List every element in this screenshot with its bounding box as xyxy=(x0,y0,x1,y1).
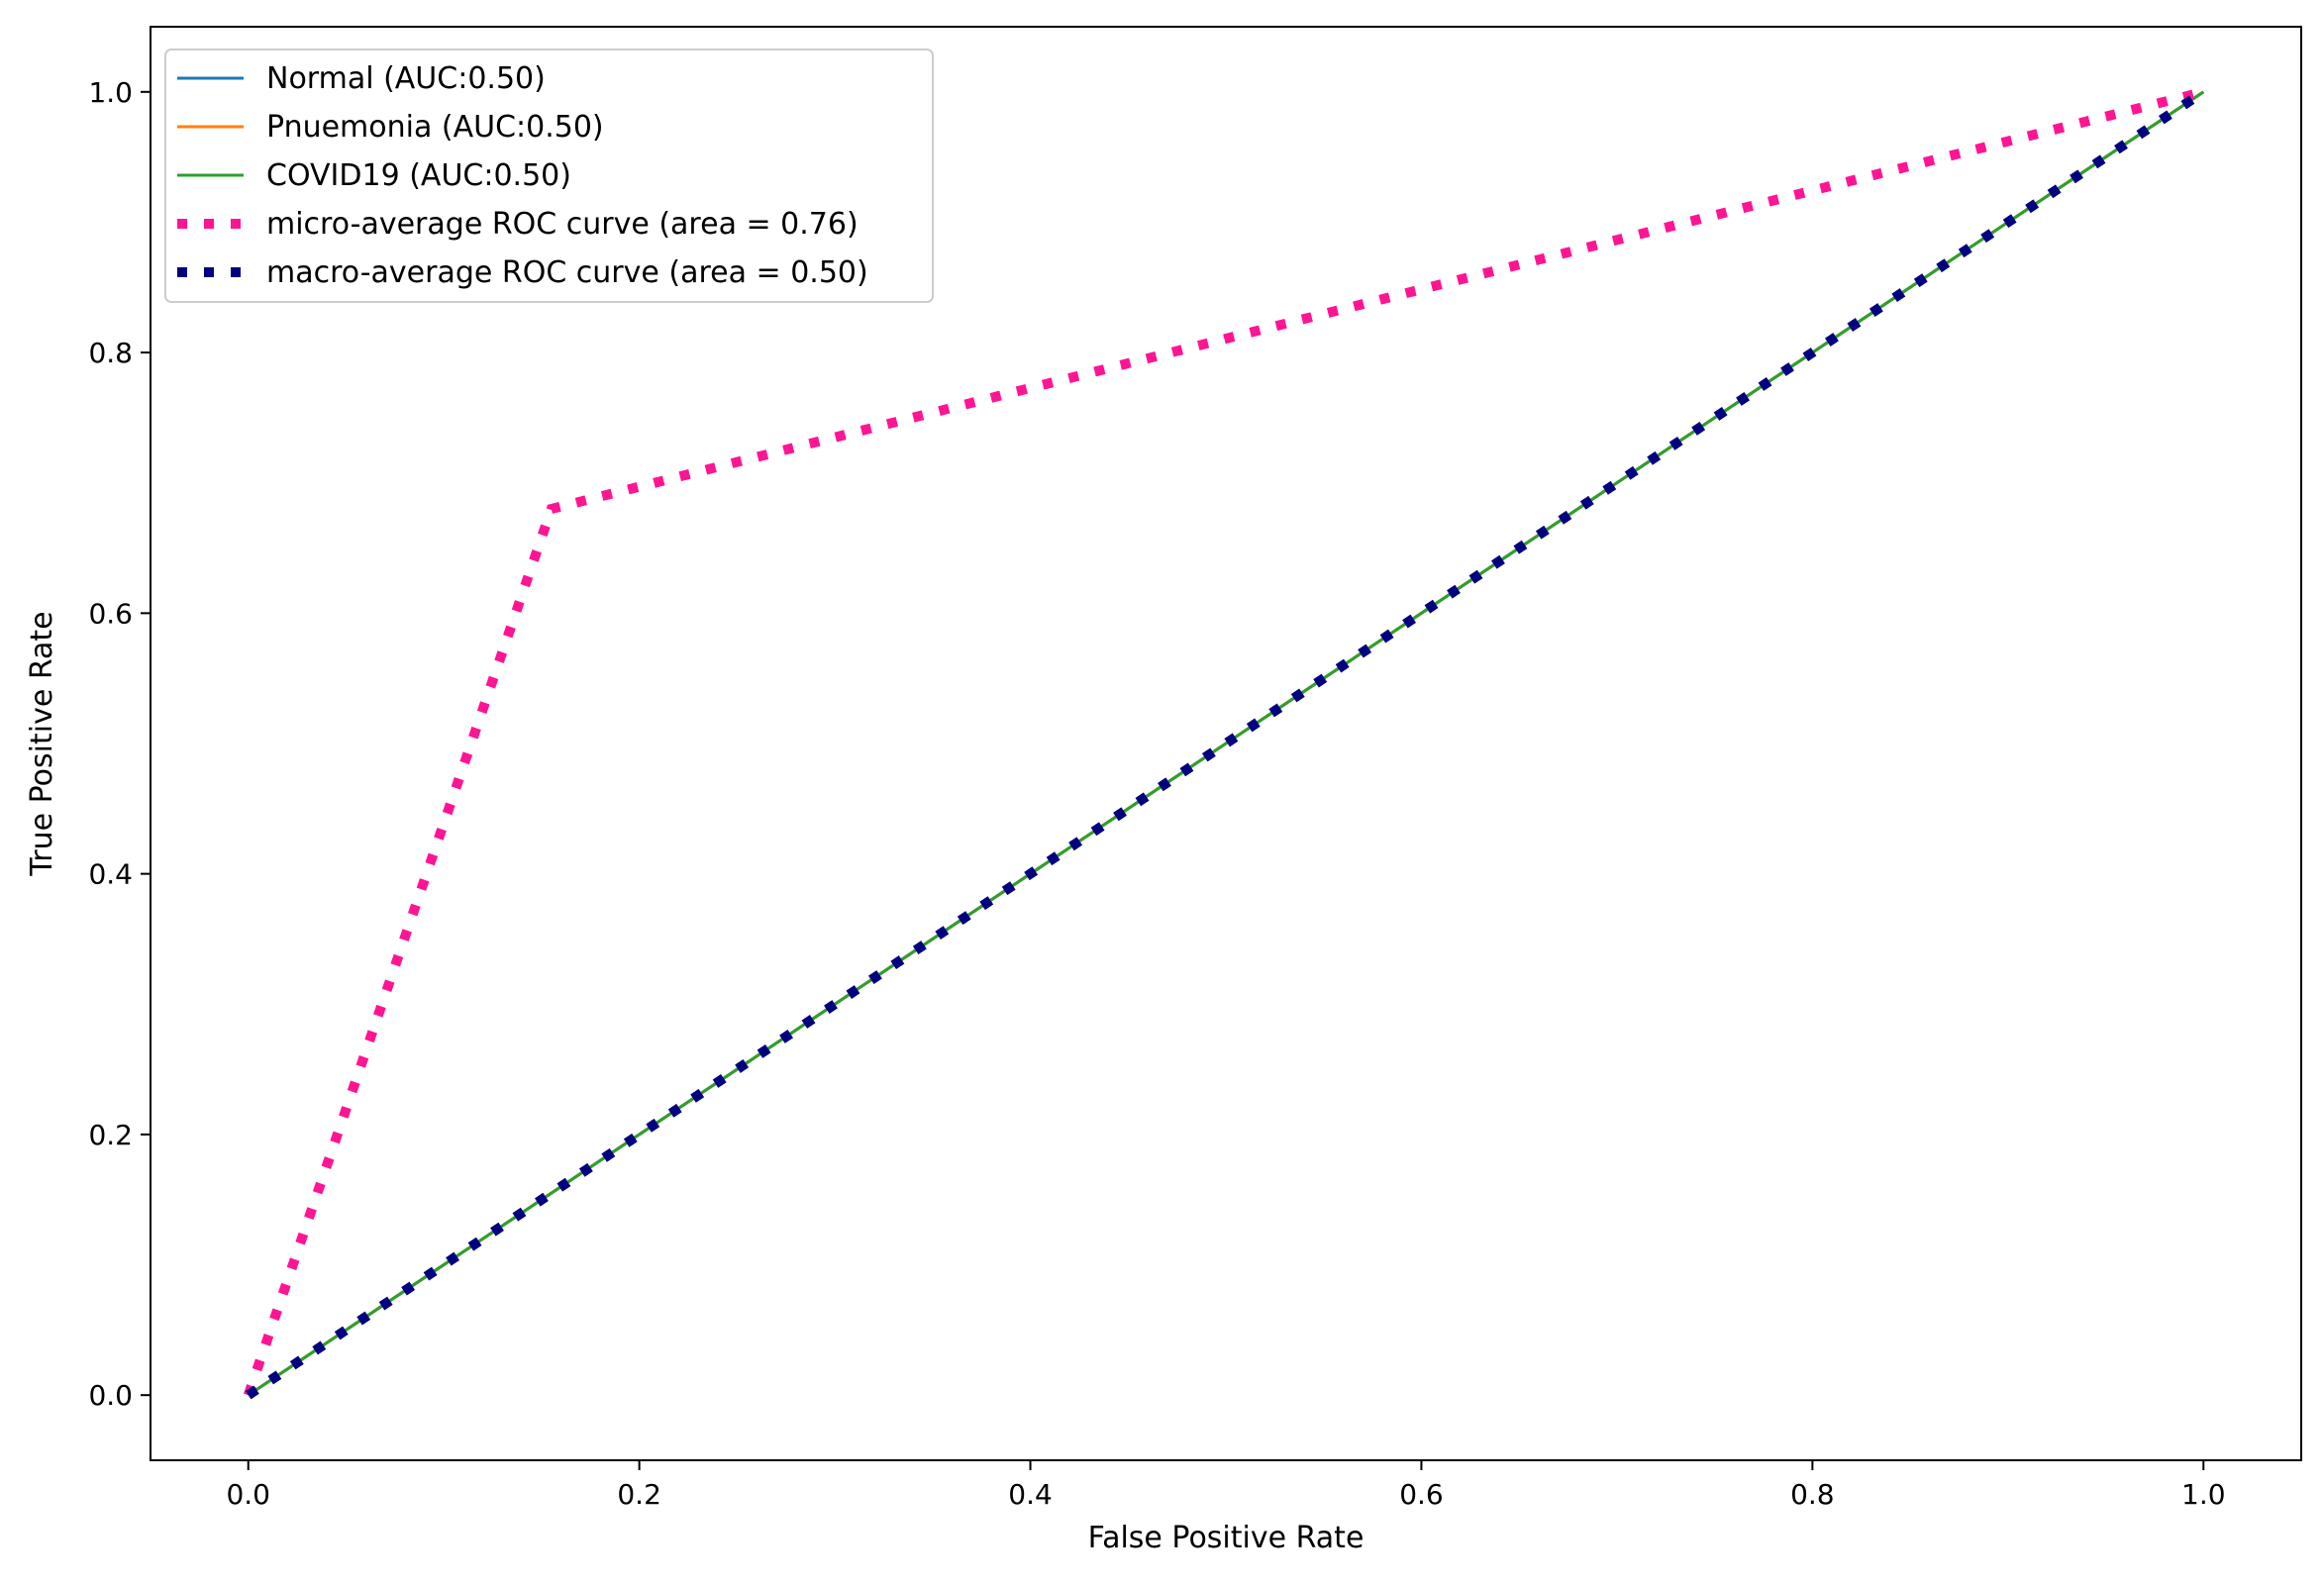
legend-entry-label: Normal (AUC:0.50) xyxy=(266,61,546,96)
y-tick-label: 0.8 xyxy=(88,337,133,369)
x-tick-label: 1.0 xyxy=(2181,1478,2226,1511)
legend-entry-label: macro-average ROC curve (area = 0.50) xyxy=(266,255,868,290)
x-tick-label: 0.0 xyxy=(226,1478,270,1511)
plot-area xyxy=(150,26,2302,1461)
y-axis: 0.0 0.2 0.4 0.6 0.8 1.0 xyxy=(88,76,151,1412)
axes-frame xyxy=(150,26,2302,1461)
legend-entry-label: Pnuemonia (AUC:0.50) xyxy=(266,110,604,145)
x-axis: 0.0 0.2 0.4 0.6 0.8 1.0 xyxy=(226,1460,2226,1511)
series-line-4 xyxy=(245,87,2207,1400)
legend: Normal (AUC:0.50) Pnuemonia (AUC:0.50) COV… xyxy=(164,49,934,303)
legend-entry-label: COVID19 (AUC:0.50) xyxy=(266,158,571,193)
y-tick-label: 0.4 xyxy=(88,858,133,891)
x-tick-label: 0.4 xyxy=(1008,1478,1053,1511)
legend-frame xyxy=(164,49,934,303)
x-tick-label: 0.2 xyxy=(617,1478,661,1511)
y-axis-label: True Positive Rate xyxy=(25,611,59,876)
x-axis-label: False Positive Rate xyxy=(1088,1521,1364,1555)
y-tick-label: 0.6 xyxy=(88,597,133,630)
y-tick-label: 0.0 xyxy=(88,1379,133,1412)
series-line-3 xyxy=(243,86,2205,1397)
x-tick-label: 0.6 xyxy=(1399,1478,1444,1511)
x-tick-label: 0.8 xyxy=(1790,1478,1835,1511)
legend-entry-label: micro-average ROC curve (area = 0.76) xyxy=(266,207,859,242)
series-layer xyxy=(243,86,2207,1400)
y-tick-label: 1.0 xyxy=(88,76,133,109)
y-tick-label: 0.2 xyxy=(88,1119,133,1151)
